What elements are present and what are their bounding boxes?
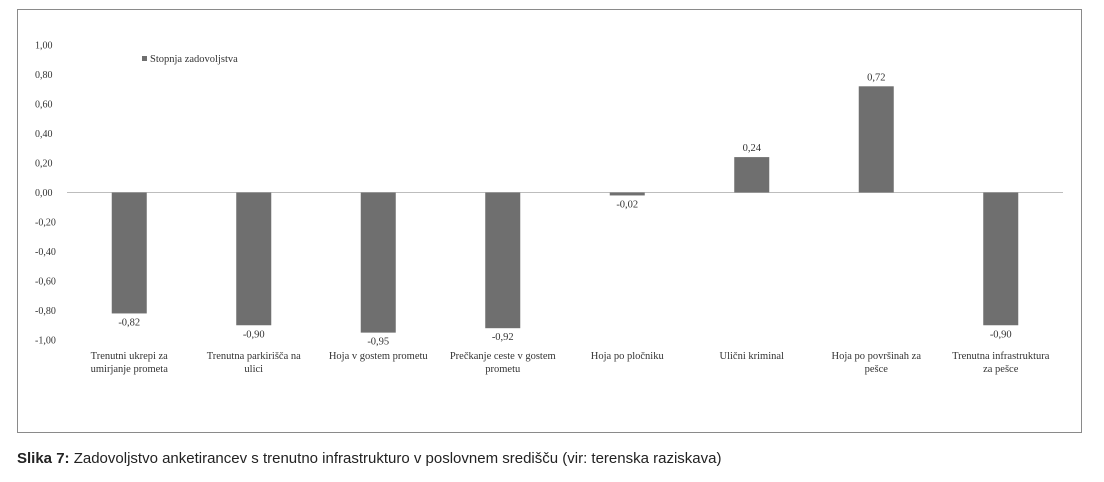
x-tick-label: umirjanje prometa	[91, 364, 169, 375]
y-tick-label: -0,40	[35, 247, 56, 258]
y-tick-label: -1,00	[35, 336, 56, 347]
value-labels: -0,82 -0,90 -0,95 -0,92 -0,02 0,24 0,72 -0,90	[118, 72, 1011, 347]
y-tick-label: 0,20	[35, 159, 53, 170]
x-labels: Trenutni ukrepi za umirjanje prometa Trenu…	[91, 351, 1050, 375]
x-tick-label: Hoja po pločniku	[591, 351, 665, 362]
bar-value-label: 0,24	[743, 143, 762, 154]
bar-value-label: 0,72	[867, 72, 885, 83]
x-tick-label: Trenutna parkirišča na	[207, 351, 301, 362]
bar-value-label: -0,92	[492, 332, 514, 343]
bar-value-label: -0,90	[990, 329, 1012, 340]
bar	[111, 192, 147, 314]
x-tick-label: Trenutni ukrepi za	[91, 351, 169, 362]
legend-label: Stopnja zadovoljstva	[150, 54, 238, 65]
bar-value-label: -0,90	[243, 329, 265, 340]
x-tick-label: Hoja po površinah za	[831, 351, 921, 362]
bars	[111, 86, 1019, 333]
bar-value-label: -0,95	[367, 337, 389, 348]
bar	[609, 192, 645, 196]
bar	[360, 192, 396, 333]
y-tick-label: 0,80	[35, 70, 53, 81]
x-tick-label: Ulični kriminal	[720, 351, 785, 362]
bar	[858, 86, 894, 193]
x-tick-label: prometu	[485, 364, 521, 375]
y-tick-label: 0,60	[35, 100, 53, 111]
bar	[734, 157, 770, 193]
chart-frame	[17, 9, 1082, 433]
x-tick-label: pešce	[865, 364, 889, 375]
bar-value-label: -0,02	[616, 199, 638, 210]
y-tick-label: -0,80	[35, 306, 56, 317]
caption-label: Slika 7:	[17, 450, 70, 467]
x-tick-label: Prečkanje ceste v gostem	[450, 351, 556, 362]
y-axis: 1,00 0,80 0,60 0,40 0,20 0,00 -0,20 -0,40 -0,60 -…	[35, 41, 56, 347]
bar	[236, 192, 272, 326]
x-tick-label: za pešce	[983, 364, 1019, 375]
bar	[485, 192, 521, 329]
y-tick-label: 0,00	[35, 188, 53, 199]
bar-chart: 1,00 0,80 0,60 0,40 0,20 0,00 -0,20 -0,40 -0,60 -…	[35, 41, 1063, 375]
y-tick-label: -0,60	[35, 277, 56, 288]
y-tick-label: 1,00	[35, 41, 53, 52]
y-tick-label: -0,20	[35, 218, 56, 229]
caption-text: Zadovoljstvo anketirancev s trenutno inf…	[69, 450, 722, 467]
figure-caption: Slika 7: Zadovoljstvo anketirancev s tre…	[17, 450, 721, 467]
x-tick-label: Hoja v gostem prometu	[329, 351, 429, 362]
legend: Stopnja zadovoljstva	[142, 54, 238, 65]
bar	[983, 192, 1019, 326]
x-tick-label: ulici	[244, 364, 263, 375]
bar-value-label: -0,82	[118, 317, 140, 328]
x-tick-label: Trenutna infrastruktura	[952, 351, 1050, 362]
legend-marker	[142, 56, 147, 61]
y-tick-label: 0,40	[35, 129, 53, 140]
